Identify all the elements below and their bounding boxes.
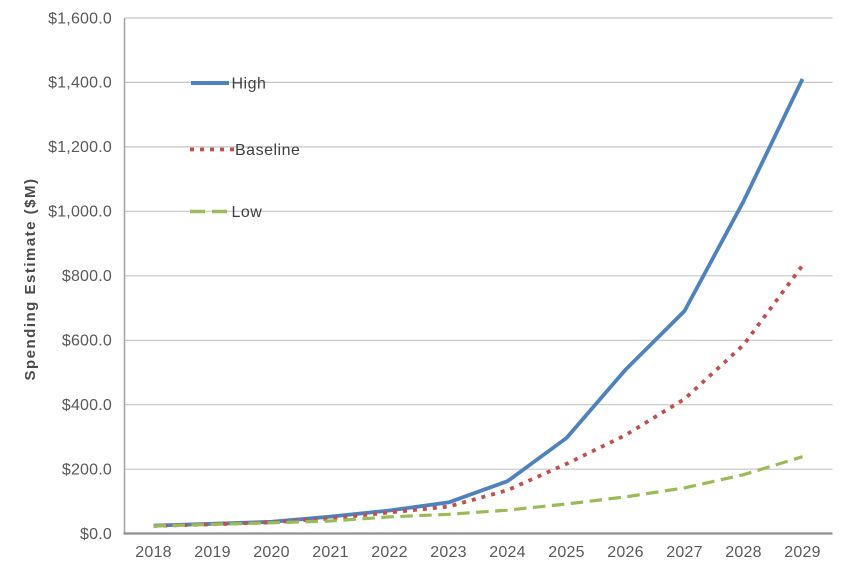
svg-text:$1,400.0: $1,400.0 [48, 75, 112, 92]
svg-text:2027: 2027 [666, 544, 702, 561]
svg-text:2028: 2028 [725, 544, 761, 561]
svg-text:Low: Low [232, 204, 263, 221]
svg-text:2026: 2026 [607, 544, 643, 561]
svg-text:High: High [232, 76, 267, 93]
svg-text:$200.0: $200.0 [62, 462, 112, 479]
svg-text:$1,000.0: $1,000.0 [48, 204, 112, 221]
svg-text:2021: 2021 [312, 544, 348, 561]
svg-text:2018: 2018 [135, 544, 171, 561]
svg-text:2029: 2029 [784, 544, 820, 561]
svg-text:$800.0: $800.0 [62, 268, 112, 285]
svg-text:$600.0: $600.0 [62, 333, 112, 350]
svg-text:$1,200.0: $1,200.0 [48, 139, 112, 156]
svg-text:2024: 2024 [489, 544, 525, 561]
svg-text:$400.0: $400.0 [62, 397, 112, 414]
svg-text:2022: 2022 [371, 544, 407, 561]
svg-text:$0.0: $0.0 [80, 526, 112, 543]
svg-text:2023: 2023 [430, 544, 466, 561]
svg-text:2020: 2020 [253, 544, 289, 561]
svg-text:Spending Estimate ($M): Spending Estimate ($M) [22, 177, 39, 380]
svg-text:$1,600.0: $1,600.0 [48, 10, 112, 27]
svg-text:2019: 2019 [194, 544, 230, 561]
svg-text:2025: 2025 [548, 544, 584, 561]
svg-text:Baseline: Baseline [235, 142, 300, 159]
